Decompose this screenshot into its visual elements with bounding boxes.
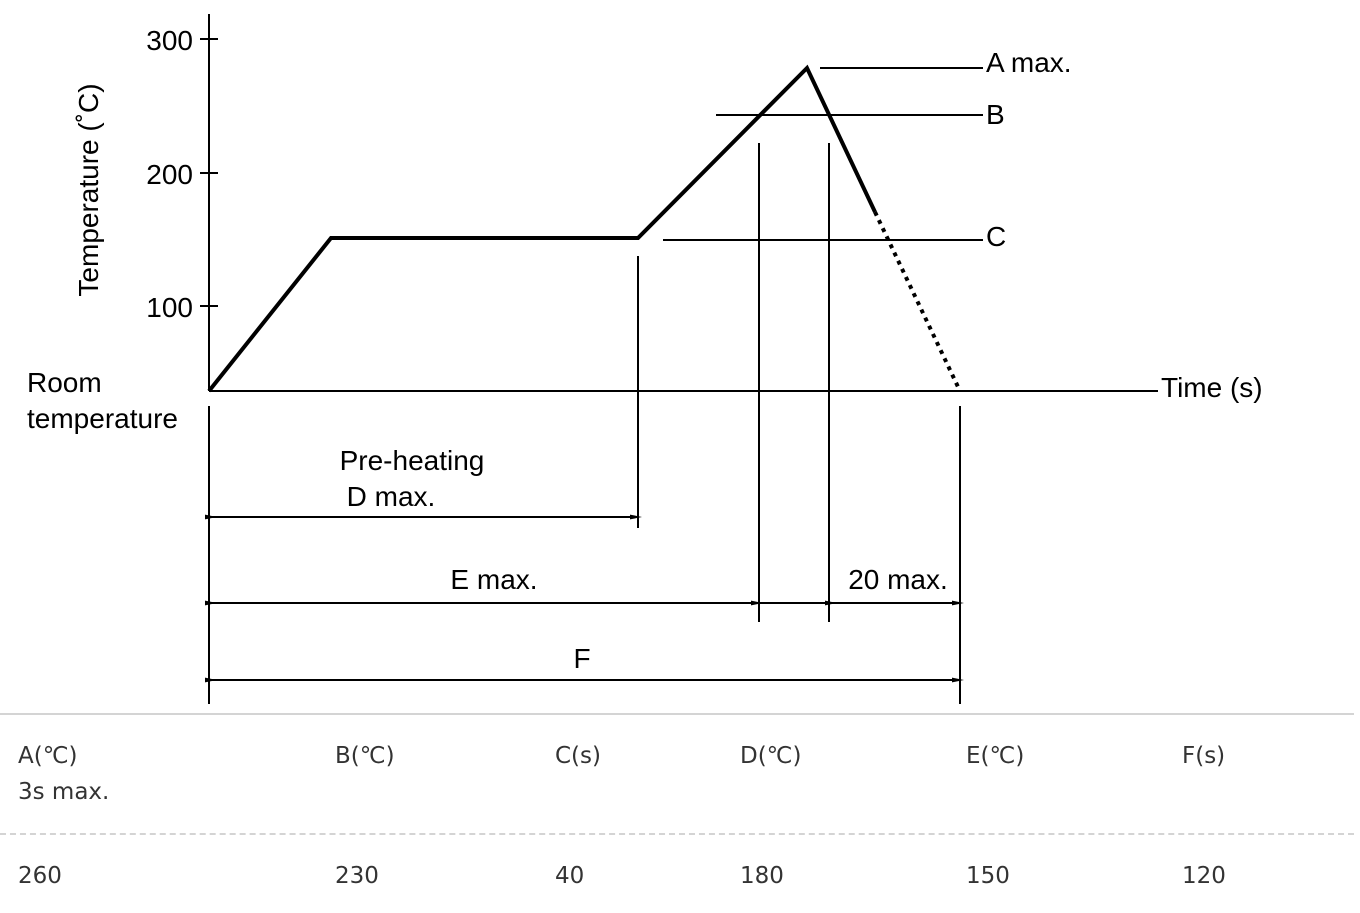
e-max-label: E max.	[450, 564, 537, 595]
y-axis-label: Temperature (˚C)	[73, 83, 104, 296]
header-a: A(℃) 3s max.	[18, 738, 109, 810]
header-a-line2: 3s max.	[18, 779, 110, 805]
reflow-profile-diagram: 300 200 100 Temperature (˚C) Room temper…	[27, 14, 1263, 704]
header-e: E(℃)	[966, 738, 1024, 774]
header-d: D(℃)	[740, 738, 802, 774]
value-b: 230	[335, 863, 379, 889]
preheating-label: Pre-heating	[340, 445, 485, 476]
header-c: C(s)	[555, 738, 601, 774]
y-tick-label-300: 300	[146, 25, 193, 56]
value-f: 120	[1182, 863, 1226, 889]
header-e-line1: E(℃)	[966, 743, 1025, 769]
header-b-line1: B(℃)	[335, 743, 395, 769]
twenty-max-label: 20 max.	[848, 564, 948, 595]
table-row-separator	[0, 833, 1354, 835]
table-top-border	[0, 713, 1354, 715]
header-c-line1: C(s)	[555, 743, 601, 769]
value-e: 150	[966, 863, 1010, 889]
level-c-label: C	[986, 221, 1006, 252]
profile-curve	[207, 64, 877, 393]
level-a-label: A max.	[986, 47, 1072, 78]
value-d: 180	[740, 863, 784, 889]
d-max-label: D max.	[347, 481, 436, 512]
time-axis-label: Time (s)	[1161, 372, 1263, 403]
f-label: F	[573, 643, 590, 674]
room-temperature-label-line1: Room	[27, 367, 102, 398]
header-f-line1: F(s)	[1182, 743, 1226, 769]
header-b: B(℃)	[335, 738, 395, 774]
room-temperature-label-line2: temperature	[27, 403, 178, 434]
value-c: 40	[555, 863, 585, 889]
y-tick-label-200: 200	[146, 159, 193, 190]
level-b-label: B	[986, 99, 1005, 130]
profile-cooling-dotted	[873, 211, 962, 392]
header-a-line1: A(℃)	[18, 743, 78, 769]
header-d-line1: D(℃)	[740, 743, 802, 769]
header-f: F(s)	[1182, 738, 1225, 774]
value-a: 260	[18, 863, 62, 889]
y-tick-label-100: 100	[146, 292, 193, 323]
